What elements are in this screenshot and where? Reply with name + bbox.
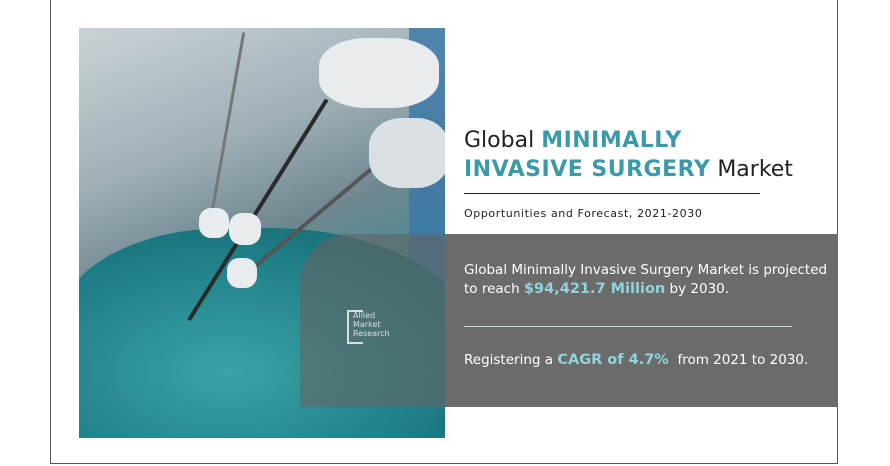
cagr-statement: Registering a CAGR of 4.7% from 2021 to … [464,352,809,368]
title-divider [464,193,760,194]
infographic-frame [50,0,838,464]
cagr-value: CAGR of 4.7% [557,352,669,368]
page-title-line1: Global MINIMALLY [464,128,682,153]
market-value: $94,421.7 Million [523,281,666,297]
market-projection-line1: Global Minimally Invasive Surgery Market… [464,262,828,278]
market-projection-line2: to reach $94,421.7 Million by 2030. [464,281,730,297]
page-title-line2: INVASIVE SURGERY Market [464,157,793,182]
stats-divider [464,326,792,327]
stats-panel [445,234,838,407]
subtitle: Opportunities and Forecast, 2021-2030 [464,207,703,220]
panel-overlay [300,234,445,407]
